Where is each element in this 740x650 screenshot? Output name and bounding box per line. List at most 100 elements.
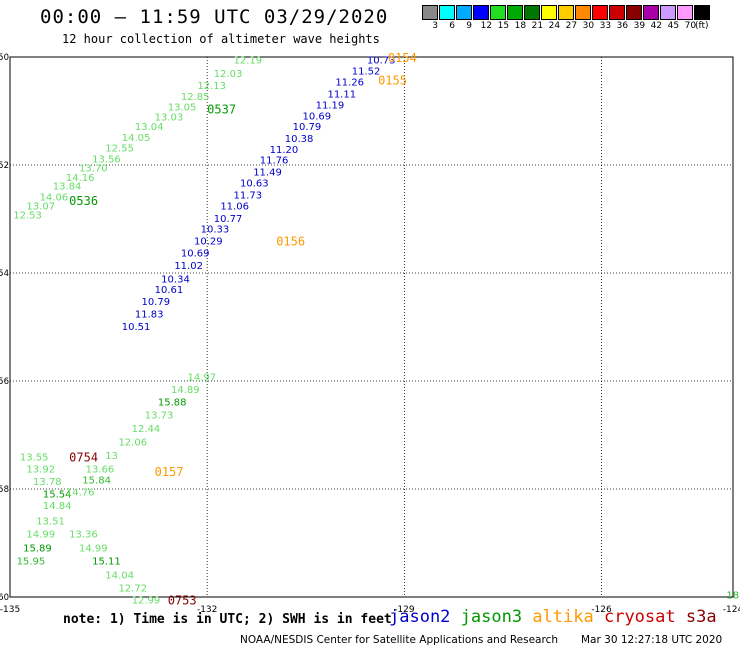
lon-tick-label: -126 xyxy=(591,605,612,615)
wave-height-label: 13.03 xyxy=(155,112,184,123)
wave-height-label: 13.70 xyxy=(79,164,108,175)
wave-height-label: 11.02 xyxy=(174,261,203,272)
wave-height-label: 13.55 xyxy=(20,453,49,464)
wave-height-label: 10.38 xyxy=(285,134,314,145)
legend-swatch xyxy=(524,5,540,20)
legend-label: 15 xyxy=(497,21,510,31)
legend-swatch xyxy=(507,5,523,20)
page-subtitle: 12 hour collection of altimeter wave hei… xyxy=(62,32,380,46)
pass-time-label: 0157 xyxy=(155,465,184,479)
legend-swatch xyxy=(422,5,438,20)
wave-height-label: 11.76 xyxy=(260,156,289,167)
wave-height-label: 10.61 xyxy=(155,285,184,296)
legend-label: 6 xyxy=(449,21,456,31)
legend-swatch xyxy=(609,5,625,20)
wave-height-label: 10.79 xyxy=(293,122,322,133)
legend-label: 9 xyxy=(466,21,473,31)
pass-time-label: 0156 xyxy=(276,235,305,249)
wave-height-label: 12.19 xyxy=(233,56,262,67)
legend-label: 36 xyxy=(616,21,629,31)
wave-height-label: 10.51 xyxy=(122,322,151,333)
legend-label: 24 xyxy=(548,21,561,31)
legend-label: 3 xyxy=(432,21,439,31)
wave-height-label: 13.66 xyxy=(86,464,115,475)
wave-height-label: 12.99 xyxy=(132,596,161,607)
wave-height-label: 12.55 xyxy=(105,144,134,155)
wave-height-label: 11.52 xyxy=(352,67,381,78)
legend-swatch xyxy=(660,5,676,20)
wave-height-label: 14.05 xyxy=(122,133,151,144)
lon-tick-label: -132 xyxy=(197,605,217,615)
legend-swatch xyxy=(643,5,659,20)
legend-swatch xyxy=(456,5,472,20)
satellite-legend-item: s3a xyxy=(685,607,717,627)
legend-label: 33 xyxy=(599,21,612,31)
legend-label: 18 xyxy=(514,21,527,31)
wave-height-label: 10.69 xyxy=(302,111,331,122)
wave-height-label: 12.44 xyxy=(132,424,161,435)
legend-swatch xyxy=(439,5,455,20)
legend-unit: (ft) xyxy=(695,21,709,31)
legend-swatch xyxy=(592,5,608,20)
wave-height-label: 13.07 xyxy=(26,202,55,213)
wave-height-label: 10.34 xyxy=(161,274,190,285)
wave-height-label: 18. xyxy=(726,590,740,601)
wave-height-label: 13.73 xyxy=(145,410,174,421)
legend-swatch xyxy=(626,5,642,20)
lat-tick-label: -58 xyxy=(0,485,9,495)
wave-height-label: 12.03 xyxy=(214,69,243,80)
wave-height-label: 13.04 xyxy=(135,122,164,133)
wave-height-label: 10.63 xyxy=(240,178,269,189)
legend-swatch xyxy=(694,5,710,20)
pass-time-label: 0754 xyxy=(69,451,98,465)
wave-height-label: 10.29 xyxy=(194,237,223,248)
wave-height-label: 14.99 xyxy=(26,529,55,540)
color-legend xyxy=(422,5,711,20)
satellite-legend-item: jason2 xyxy=(389,607,461,627)
wave-height-label: 11.19 xyxy=(316,101,345,112)
satellite-legend-item: cryosat xyxy=(603,607,686,627)
satellite-legend-item: jason3 xyxy=(460,607,533,627)
wave-height-label: 14.97 xyxy=(187,373,216,384)
lat-tick-label: -54 xyxy=(0,269,9,279)
wave-height-label: 11.11 xyxy=(327,90,356,101)
wave-height-label: 10.77 xyxy=(214,214,243,225)
pass-time-label: 0155 xyxy=(378,74,407,88)
wave-height-label: 10.69 xyxy=(181,248,210,259)
wave-height-label: 14.99 xyxy=(79,543,108,554)
legend-label: 70 xyxy=(684,21,697,31)
legend-swatch xyxy=(473,5,489,20)
wave-height-label: 13.56 xyxy=(92,155,121,166)
wave-height-label: 13.05 xyxy=(168,103,197,114)
wave-height-label: 15.54 xyxy=(43,489,72,500)
satellite-legend-item: altika xyxy=(532,607,604,627)
wave-height-label: 15.84 xyxy=(82,475,111,486)
wave-height-label: 14.06 xyxy=(40,192,69,203)
pass-time-label: 0536 xyxy=(69,194,98,208)
wave-height-label: 12.53 xyxy=(13,211,42,222)
legend-label: 39 xyxy=(633,21,646,31)
wave-height-label: 13.51 xyxy=(36,516,65,527)
legend-label: 45 xyxy=(667,21,680,31)
lon-tick-label: -135 xyxy=(0,605,20,615)
wave-height-label: 12.85 xyxy=(181,92,210,103)
wave-height-label: 12.72 xyxy=(118,583,147,594)
wave-height-label: 13 xyxy=(105,451,118,462)
wave-height-label: 15.95 xyxy=(17,556,46,567)
wave-height-label: 15.89 xyxy=(23,543,52,554)
wave-height-label: 13.92 xyxy=(26,464,55,475)
wave-height-label: 14.16 xyxy=(66,173,95,184)
wave-height-label: 11.73 xyxy=(233,191,262,202)
lat-tick-label: -56 xyxy=(0,377,9,387)
pass-time-label: 0753 xyxy=(168,594,197,608)
lat-tick-label: -52 xyxy=(0,161,9,171)
wave-height-label: 13.84 xyxy=(53,182,82,193)
wave-height-label: 13.36 xyxy=(69,529,98,540)
wave-height-label: 13.78 xyxy=(33,477,62,488)
generated-time: Mar 30 12:27:18 UTC 2020 xyxy=(581,634,723,646)
wave-height-label: 15.11 xyxy=(92,556,121,567)
wave-height-label: 11.06 xyxy=(220,202,249,213)
wave-height-label: 11.49 xyxy=(253,167,282,178)
wave-height-label: 15.88 xyxy=(158,398,187,409)
